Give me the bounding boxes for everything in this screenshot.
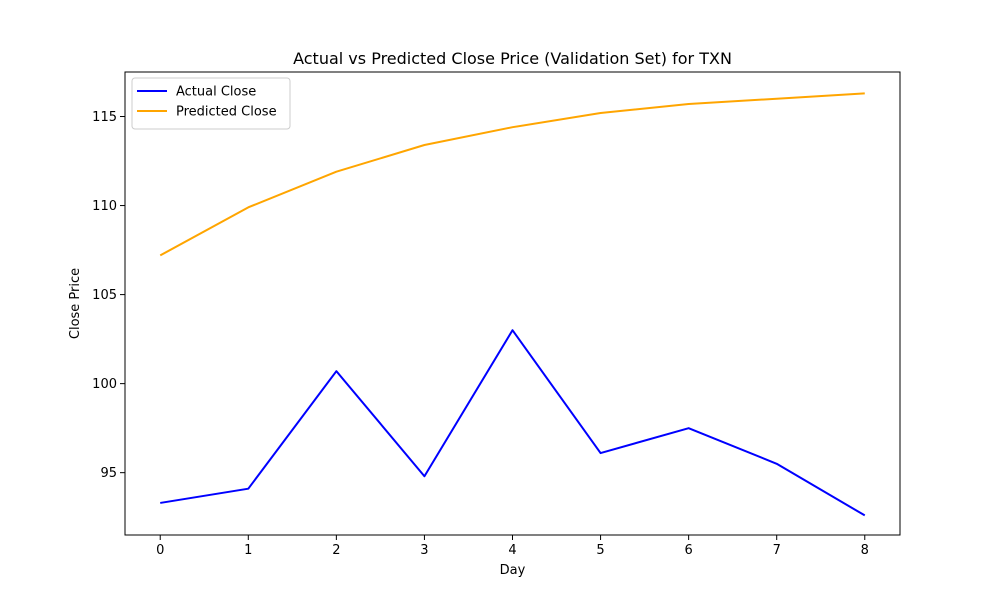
x-tick-label: 1 [244, 543, 252, 558]
x-tick-label: 5 [596, 543, 604, 558]
chart-title: Actual vs Predicted Close Price (Validat… [293, 49, 732, 68]
x-tick-label: 4 [508, 543, 516, 558]
y-axis-ticks: 95 100 105 110 115 [92, 110, 125, 481]
legend-label-predicted-close: Predicted Close [176, 105, 277, 120]
y-tick-label: 115 [92, 110, 117, 125]
x-tick-label: 2 [332, 543, 340, 558]
x-tick-label: 3 [420, 543, 428, 558]
x-tick-label: 6 [684, 543, 692, 558]
x-tick-label: 7 [773, 543, 781, 558]
x-tick-label: 8 [861, 543, 869, 558]
x-axis-ticks: 0 1 2 3 4 5 6 7 8 [156, 535, 869, 558]
series-layer [159, 92, 866, 517]
y-tick-label: 100 [92, 377, 117, 392]
y-axis-label: Close Price [68, 268, 83, 339]
plot-area-frame [124, 71, 901, 536]
legend-box [131, 77, 291, 130]
x-tick-label: 0 [156, 543, 164, 558]
x-axis-label: Day [500, 563, 526, 578]
y-tick-label: 110 [92, 199, 117, 214]
legend: Actual Close Predicted Close [131, 77, 291, 130]
y-tick-label: 105 [92, 288, 117, 303]
legend-label-actual-close: Actual Close [176, 85, 256, 100]
predicted-close-line [159, 92, 865, 257]
actual-close-line [160, 329, 866, 517]
y-tick-label: 95 [100, 466, 117, 481]
